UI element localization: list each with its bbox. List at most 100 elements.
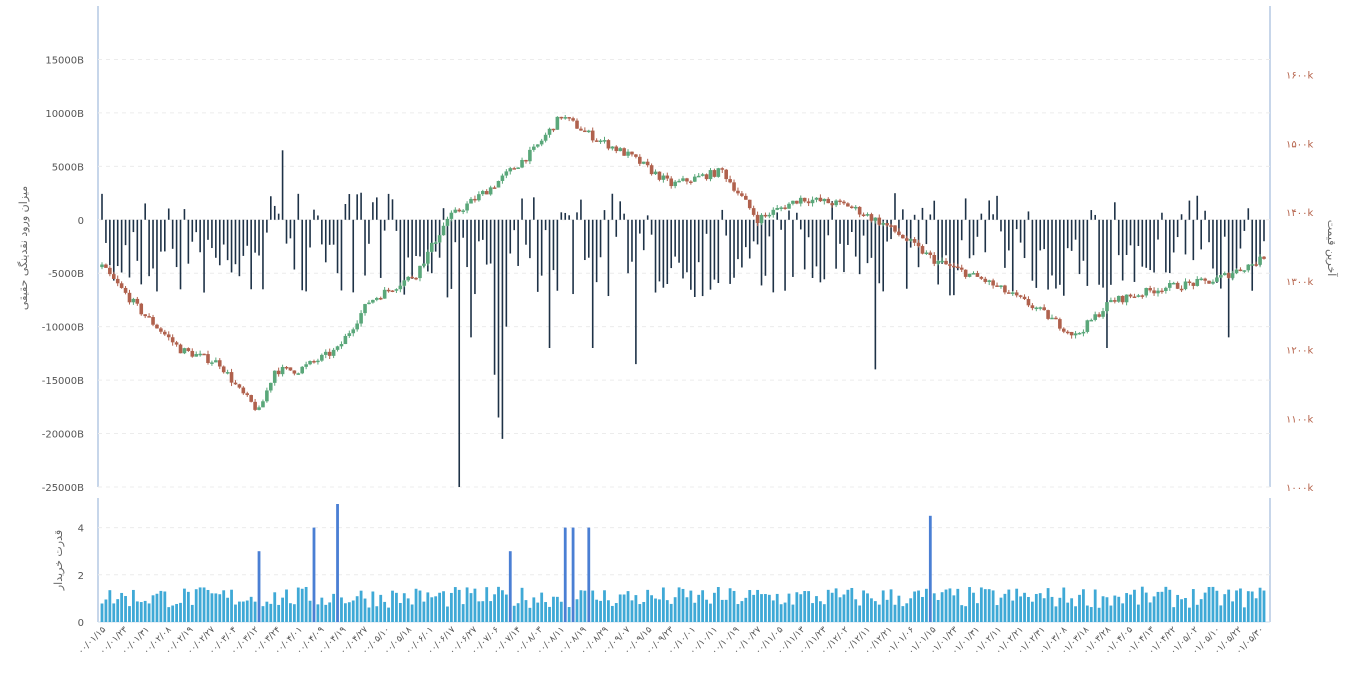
candle-body xyxy=(465,203,469,211)
candle-body xyxy=(751,208,756,215)
candle-body xyxy=(649,165,654,175)
left-axis-ticks: 15000B 10000B 5000B 0 -5000B -10000B -15000B -2… xyxy=(42,55,84,494)
power-bar xyxy=(406,598,410,622)
power-bar xyxy=(410,604,414,622)
candle-body xyxy=(1097,314,1101,317)
candle-body xyxy=(1046,310,1050,319)
candle-body xyxy=(834,200,838,206)
power-bar xyxy=(1050,596,1054,622)
candle-body xyxy=(410,276,414,279)
candle-body xyxy=(955,266,960,269)
power-bar xyxy=(775,593,779,622)
candle-body xyxy=(1128,294,1133,297)
candle-body xyxy=(284,366,289,369)
power-bar xyxy=(1168,589,1172,622)
power-bar xyxy=(336,504,339,622)
candle-body xyxy=(932,255,937,264)
candle-body xyxy=(732,182,736,191)
candle-body xyxy=(857,206,862,215)
power-bar xyxy=(1164,586,1168,622)
power-bar xyxy=(257,551,261,622)
candle-body xyxy=(791,200,795,204)
candle-body xyxy=(104,264,108,268)
candle-body xyxy=(245,393,250,396)
power-bar xyxy=(991,590,995,622)
candle-body xyxy=(214,360,218,363)
candle-body xyxy=(716,168,721,177)
candle-body xyxy=(575,120,579,129)
candle-body xyxy=(563,117,568,119)
candle-body xyxy=(559,116,564,119)
candle-body xyxy=(194,354,199,357)
power-bar xyxy=(877,604,881,622)
candle-body xyxy=(123,287,128,293)
power-bar xyxy=(838,597,842,622)
power-bar xyxy=(383,601,387,622)
left-tick-label: 15000B xyxy=(45,55,84,66)
power-bar xyxy=(909,598,913,622)
candle-body xyxy=(692,176,697,182)
candle-body xyxy=(512,168,516,170)
power-bar xyxy=(1191,589,1195,622)
candle-body xyxy=(853,206,858,209)
power-bar xyxy=(163,591,167,622)
candle-body xyxy=(461,210,465,212)
power-bar xyxy=(135,601,139,622)
power-bar xyxy=(1058,597,1062,622)
power-bar xyxy=(371,591,375,622)
power-bar xyxy=(987,589,991,622)
candle-body xyxy=(488,187,493,195)
candle-body xyxy=(763,214,768,217)
sub-tick-label: 0 xyxy=(78,618,84,629)
power-bar xyxy=(811,603,814,622)
power-bar xyxy=(465,587,469,622)
candle-body xyxy=(1164,287,1168,292)
power-bar xyxy=(567,607,571,622)
power-bar xyxy=(713,592,716,622)
candle-body xyxy=(983,278,988,282)
power-bar xyxy=(1235,590,1238,622)
power-bar xyxy=(818,601,822,622)
money-flow-bars xyxy=(101,150,1265,487)
candle-body xyxy=(335,346,340,350)
power-bar xyxy=(355,596,359,622)
power-bar xyxy=(748,590,752,622)
power-bar xyxy=(190,604,194,622)
right-tick-label: ۱۲۰۰k xyxy=(1286,346,1313,357)
candle-body xyxy=(457,209,462,212)
candle-body xyxy=(308,361,312,365)
power-bar xyxy=(940,592,944,622)
power-bar xyxy=(320,597,324,622)
power-bar xyxy=(1160,591,1164,622)
candle-body xyxy=(634,154,638,157)
power-bar xyxy=(583,590,587,622)
power-bar xyxy=(520,587,524,622)
power-bar xyxy=(1121,603,1125,622)
power-bar xyxy=(1101,596,1105,622)
candle-body xyxy=(975,273,980,277)
power-bar xyxy=(1254,598,1258,622)
power-bar xyxy=(512,605,516,622)
candle-body xyxy=(571,118,575,121)
candle-body xyxy=(1061,328,1066,332)
power-bar xyxy=(642,601,646,622)
candle-body xyxy=(539,140,544,145)
candle-body xyxy=(1038,307,1043,309)
candle-body xyxy=(779,207,783,209)
candle-body xyxy=(846,203,850,207)
candle-body xyxy=(850,206,854,209)
power-bar xyxy=(312,527,316,622)
candle-body xyxy=(496,180,501,188)
candle-body xyxy=(704,174,709,180)
candle-body xyxy=(959,267,964,270)
candle-body xyxy=(1058,319,1062,329)
power-bar xyxy=(732,590,736,622)
candle-body xyxy=(579,128,583,131)
power-bar xyxy=(292,604,296,622)
candle-body xyxy=(1120,295,1125,303)
candle-body xyxy=(720,168,725,170)
candle-body xyxy=(445,218,450,226)
power-bar xyxy=(398,602,402,622)
candle-body xyxy=(1034,307,1039,310)
candle-body xyxy=(453,209,458,213)
